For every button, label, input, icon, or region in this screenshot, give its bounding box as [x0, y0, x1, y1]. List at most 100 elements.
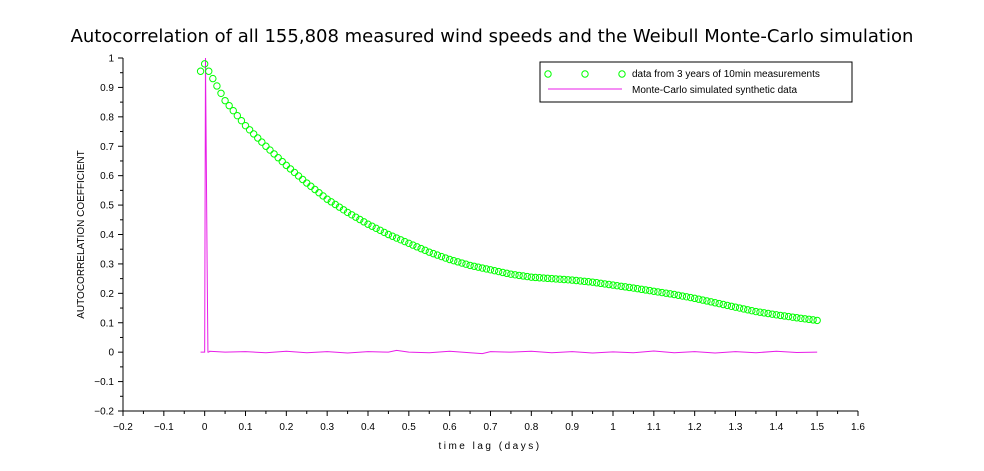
measured-point — [237, 116, 246, 125]
measured-point — [311, 185, 319, 194]
measured-point — [548, 274, 556, 283]
y-tick-label: 0.2 — [100, 289, 114, 300]
x-tick-label: 1.1 — [647, 422, 661, 433]
measured-point — [433, 251, 442, 259]
measured-point — [282, 161, 291, 170]
measured-point — [650, 287, 658, 295]
measured-point — [478, 264, 487, 272]
measured-point — [364, 220, 372, 228]
measured-point — [209, 74, 217, 83]
x-tick-label: 1.5 — [810, 422, 824, 433]
measured-point — [347, 211, 356, 219]
measured-point — [715, 299, 723, 308]
measured-point — [221, 96, 229, 105]
measured-point — [776, 311, 785, 320]
measured-point — [711, 299, 719, 307]
y-tick-label: 0.7 — [100, 142, 114, 153]
measured-point — [401, 237, 409, 246]
x-tick-label: 0.7 — [484, 422, 498, 433]
y-tick-label: 0.4 — [100, 230, 114, 241]
y-axis-label: AUTOCORRELATION COEFFICIENT — [76, 150, 87, 319]
measured-point — [646, 286, 654, 295]
measured-point — [425, 248, 433, 256]
measured-point — [499, 268, 507, 277]
measured-point — [413, 243, 421, 251]
measured-point — [396, 236, 405, 244]
measured-point — [572, 276, 580, 285]
measured-point — [723, 301, 732, 310]
measured-point — [384, 230, 393, 239]
measured-point — [376, 226, 384, 235]
measured-point — [801, 315, 809, 323]
measured-point — [437, 252, 446, 261]
measured-point — [319, 192, 327, 200]
series-layer — [196, 57, 821, 355]
measured-point — [241, 121, 250, 130]
measured-point — [266, 146, 274, 154]
measured-point — [560, 275, 568, 284]
measured-point — [486, 266, 495, 274]
measured-point — [699, 296, 707, 304]
measured-point — [678, 292, 687, 300]
measured-point — [805, 315, 813, 324]
measured-point — [690, 294, 699, 303]
measured-point — [454, 258, 462, 266]
y-tick-label: 0 — [108, 348, 114, 359]
measured-point — [637, 285, 646, 294]
measured-point — [748, 306, 756, 315]
measured-point — [523, 272, 531, 281]
measured-point — [588, 278, 597, 286]
measured-point — [613, 281, 621, 290]
measured-point — [576, 277, 585, 285]
measured-point — [809, 316, 817, 324]
measured-point — [503, 269, 511, 278]
measured-point — [674, 291, 683, 299]
measured-point — [695, 295, 703, 303]
y-tick-label: 0.1 — [100, 318, 114, 329]
measured-point — [356, 215, 364, 224]
y-tick-label: −0.1 — [94, 377, 114, 388]
x-tick-label: 1.6 — [851, 422, 865, 433]
measured-point — [633, 284, 642, 293]
measured-point — [568, 276, 576, 284]
measured-point — [474, 263, 482, 271]
measured-point — [249, 130, 258, 138]
legend-label-measured: data from 3 years of 10min measurements — [632, 69, 820, 80]
measured-point — [217, 89, 225, 98]
measured-point — [621, 283, 629, 291]
measured-point — [470, 262, 478, 270]
measured-point — [772, 311, 781, 319]
legend-marker-measured — [618, 70, 626, 78]
measured-point — [641, 286, 650, 294]
measured-point — [519, 272, 527, 280]
measured-point — [360, 218, 368, 226]
measured-point — [368, 222, 376, 230]
measured-point — [286, 165, 295, 173]
legend-marker-measured — [581, 70, 589, 78]
measured-point — [307, 182, 315, 190]
measured-point — [445, 255, 454, 264]
measured-point — [392, 234, 401, 242]
measured-point — [658, 288, 666, 297]
measured-point — [760, 309, 768, 317]
measured-point — [780, 312, 789, 320]
measured-point — [793, 314, 801, 322]
legend: data from 3 years of 10min measurements … — [539, 61, 853, 103]
measured-point — [707, 298, 715, 306]
measured-point — [788, 313, 797, 321]
measured-point — [372, 224, 380, 233]
measured-point — [629, 284, 638, 292]
x-tick-label: 1.3 — [729, 422, 743, 433]
measured-point — [380, 228, 389, 237]
measured-point — [274, 154, 282, 162]
measured-point — [229, 106, 237, 115]
measured-point — [205, 67, 213, 75]
measured-point — [580, 277, 589, 286]
measured-point — [343, 208, 352, 217]
x-tick-label: 0.8 — [524, 422, 538, 433]
measured-point — [254, 134, 262, 142]
measured-point — [262, 142, 270, 150]
measured-point — [462, 260, 470, 268]
legend-markers — [544, 70, 626, 78]
